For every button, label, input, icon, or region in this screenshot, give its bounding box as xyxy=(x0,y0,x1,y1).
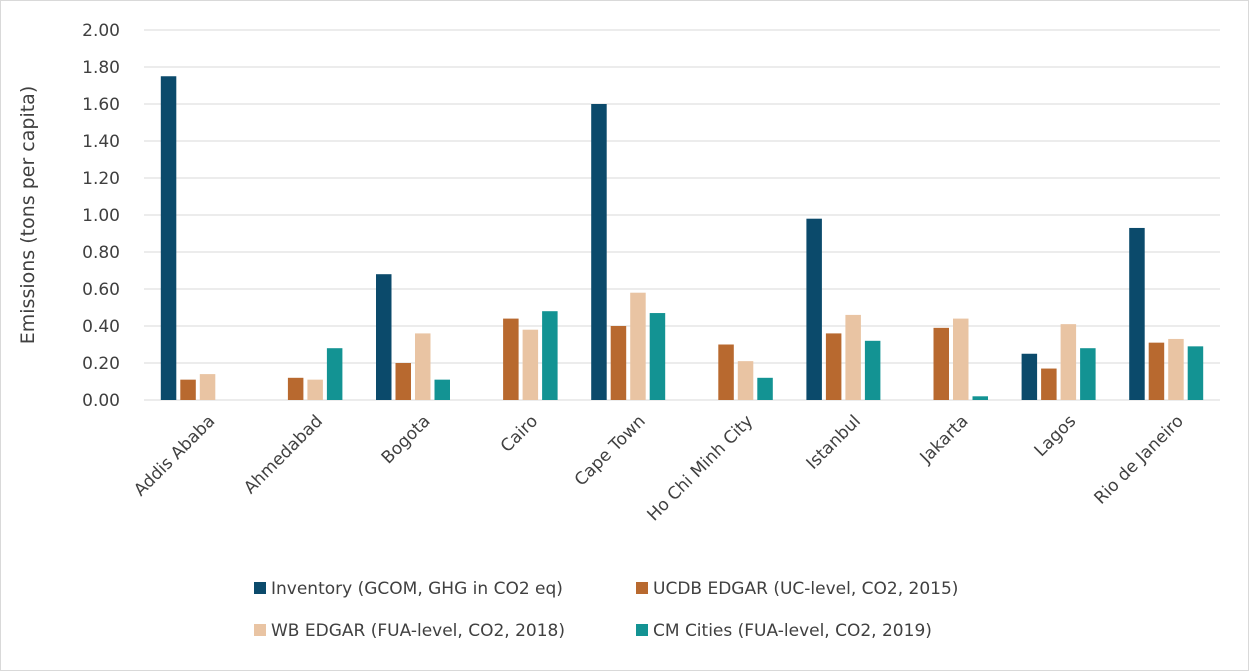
y-tick-label: 0.80 xyxy=(82,243,120,263)
x-tick-label: Ahmedabad xyxy=(240,411,327,498)
bar xyxy=(757,377,773,400)
x-tick-label: Lagos xyxy=(1031,411,1081,461)
y-tick-label: 0.40 xyxy=(82,317,120,337)
legend-swatch xyxy=(636,624,648,636)
bar xyxy=(825,333,842,400)
bar xyxy=(972,396,988,400)
x-tick-label: Ho Chi Minh City xyxy=(643,411,757,525)
bar xyxy=(1148,342,1165,400)
bar xyxy=(542,311,558,400)
bars xyxy=(160,76,1204,400)
bar xyxy=(933,327,949,400)
bar xyxy=(864,340,881,400)
gridlines xyxy=(144,29,1220,401)
y-tick-label: 1.60 xyxy=(82,95,120,115)
x-tick-label: Cape Town xyxy=(571,411,650,490)
bar xyxy=(845,314,861,400)
bar xyxy=(307,379,323,400)
bar xyxy=(630,292,646,400)
bar xyxy=(1129,227,1145,400)
y-tick-label: 1.20 xyxy=(82,169,120,189)
legend-swatch xyxy=(254,624,266,636)
bar xyxy=(1187,346,1204,400)
y-tick-label: 1.80 xyxy=(82,58,120,78)
y-tick-label: 1.00 xyxy=(82,206,120,226)
y-tick-label: 2.00 xyxy=(82,21,120,41)
bar xyxy=(1041,368,1057,400)
legend-label: Inventory (GCOM, GHG in CO2 eq) xyxy=(271,579,563,599)
bar xyxy=(180,379,196,400)
bar xyxy=(395,363,411,400)
x-axis-ticks: Addis Ababa Ahmedabad Bogota Cairo Cape Town… xyxy=(130,411,1187,525)
x-tick-label: Addis Ababa xyxy=(130,411,219,500)
x-tick-label: Cairo xyxy=(497,411,542,456)
x-tick-label: Bogota xyxy=(378,411,435,468)
bar xyxy=(522,329,539,400)
bar xyxy=(1060,324,1077,400)
y-axis-label: Emissions (tons per capita) xyxy=(17,86,39,344)
bar xyxy=(415,333,431,400)
legend-label: CM Cities (FUA-level, CO2, 2019) xyxy=(653,621,932,641)
bar xyxy=(376,274,392,400)
y-tick-label: 0.00 xyxy=(82,391,120,411)
legend-swatch xyxy=(254,582,266,594)
x-tick-label: Rio de Janeiro xyxy=(1091,411,1188,508)
y-tick-label: 1.40 xyxy=(82,132,120,152)
bar xyxy=(610,326,627,400)
legend-swatch xyxy=(636,582,648,594)
bar xyxy=(434,379,450,400)
bar xyxy=(1168,338,1184,400)
bar xyxy=(806,218,822,400)
bar xyxy=(1021,353,1038,400)
bar xyxy=(326,348,343,400)
bar xyxy=(649,313,666,400)
y-tick-label: 0.60 xyxy=(82,280,120,300)
bar xyxy=(160,76,177,400)
bar xyxy=(953,318,969,400)
bar xyxy=(503,318,519,400)
bar xyxy=(718,344,734,400)
bar xyxy=(287,377,304,400)
y-tick-label: 0.20 xyxy=(82,354,120,374)
bar xyxy=(737,361,754,400)
legend-label: WB EDGAR (FUA-level, CO2, 2018) xyxy=(271,621,565,641)
bar xyxy=(1080,348,1096,400)
bar xyxy=(199,374,216,400)
x-tick-label: Jakarta xyxy=(916,411,973,468)
bar xyxy=(591,104,607,400)
legend-label: UCDB EDGAR (UC-level, CO2, 2015) xyxy=(653,579,958,599)
x-tick-label: Istanbul xyxy=(803,411,865,473)
y-axis-ticks: 0.00 0.20 0.40 0.60 0.80 1.00 1.20 1.40 1.60 1.80… xyxy=(82,21,120,411)
legend: Inventory (GCOM, GHG in CO2 eq) UCDB EDGA… xyxy=(254,579,958,641)
